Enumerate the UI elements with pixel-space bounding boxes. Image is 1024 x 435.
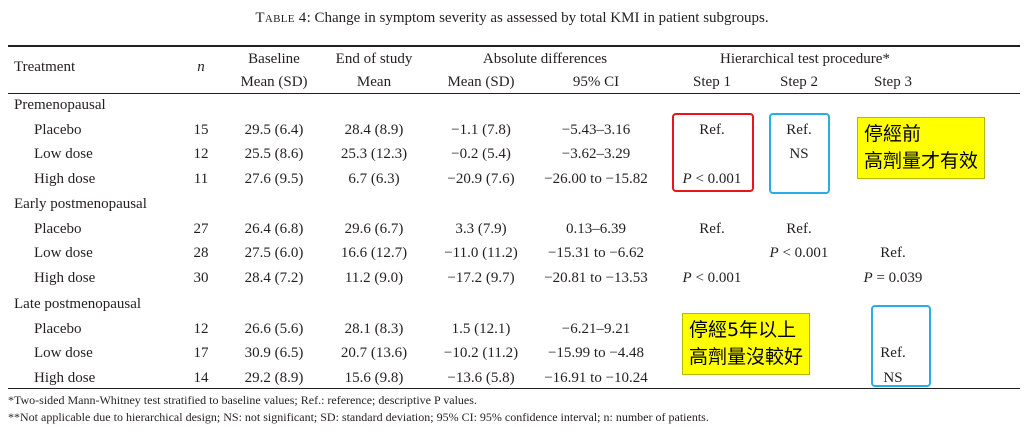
caption-text: : Change in symptom severity as assessed… bbox=[306, 10, 769, 26]
row-treatment: Low dose bbox=[34, 345, 93, 361]
cell-baseline: 26.4 (6.8) bbox=[244, 220, 304, 237]
cell-baseline: 27.5 (6.0) bbox=[244, 245, 304, 261]
cell-end: 20.7 (13.6) bbox=[340, 345, 408, 361]
cell-n: 12 bbox=[193, 320, 209, 337]
annotation-note-premenopausal-line1: 停經前 bbox=[864, 123, 922, 145]
cell-n: 28 bbox=[193, 245, 209, 261]
cell-mean: 3.3 (7.9) bbox=[455, 220, 507, 237]
group-title: Late postmenopausal bbox=[14, 296, 142, 312]
annotation-note-premenopausal-line2: 高劑量才有效 bbox=[864, 150, 979, 172]
table-caption: Table 4: Change in symptom severity as a… bbox=[0, 10, 1024, 27]
cell-baseline: 26.6 (5.6) bbox=[244, 320, 304, 337]
cell-n: 12 bbox=[193, 146, 209, 162]
header-step2: Step 2 bbox=[780, 74, 818, 90]
header-treatment: Treatment bbox=[14, 59, 76, 75]
cell-step3: Ref. bbox=[880, 245, 906, 261]
cell-mean: −20.9 (7.6) bbox=[447, 170, 515, 187]
row-treatment: High dose bbox=[34, 269, 96, 286]
cell-end: 28.4 (8.9) bbox=[344, 121, 404, 138]
footnote-1: *Two-sided Mann-Whitney test stratified … bbox=[8, 393, 477, 407]
cell-mean: −0.2 (5.4) bbox=[451, 146, 511, 162]
cell-ci: −26.00 to −15.82 bbox=[544, 170, 648, 187]
cell-step3: NS bbox=[883, 369, 903, 386]
cell-n: 14 bbox=[193, 369, 209, 386]
cell-mean: −11.0 (11.2) bbox=[444, 245, 518, 261]
highlight-box-blue-1 bbox=[769, 113, 830, 194]
highlight-box-red bbox=[672, 113, 754, 192]
cell-ci: −20.81 to −13.53 bbox=[544, 269, 648, 286]
group-title: Premenopausal bbox=[14, 97, 106, 113]
cell-n: 11 bbox=[193, 170, 209, 187]
footnote-2: **Not applicable due to hierarchical des… bbox=[8, 410, 709, 424]
cell-step2: Ref. bbox=[786, 220, 812, 237]
cell-baseline: 29.5 (6.4) bbox=[244, 121, 304, 138]
cell-n: 27 bbox=[193, 220, 209, 237]
cell-step1: Ref. bbox=[699, 121, 725, 138]
row-treatment: High dose bbox=[34, 369, 96, 386]
header-baseline: Baseline bbox=[248, 51, 300, 67]
cell-step3: P = 0.039 bbox=[863, 269, 923, 286]
header-absdiff-mean: Mean (SD) bbox=[447, 74, 515, 90]
annotation-note-late-line1: 停經5年以上 bbox=[689, 319, 797, 341]
cell-end: 11.2 (9.0) bbox=[344, 269, 404, 286]
cell-mean: −1.1 (7.8) bbox=[451, 121, 511, 138]
cell-ci: −15.31 to −6.62 bbox=[547, 245, 645, 261]
group-title: Early postmenopausal bbox=[14, 196, 147, 212]
highlight-box-blue-2 bbox=[871, 305, 931, 387]
cell-end: 28.1 (8.3) bbox=[344, 320, 404, 337]
cell-mean: −17.2 (9.7) bbox=[447, 269, 515, 286]
cell-ci: −3.62–3.29 bbox=[561, 146, 631, 162]
cell-ci: −16.91 to −10.24 bbox=[544, 369, 648, 386]
header-rule bbox=[8, 93, 1020, 94]
row-treatment: Low dose bbox=[34, 146, 93, 162]
cell-end: 6.7 (6.3) bbox=[348, 170, 400, 187]
cell-end: 16.6 (12.7) bbox=[340, 245, 408, 261]
cell-baseline: 30.9 (6.5) bbox=[244, 345, 304, 361]
cell-step2: NS bbox=[789, 146, 809, 162]
cell-end: 29.6 (6.7) bbox=[344, 220, 404, 237]
cell-mean: −10.2 (11.2) bbox=[443, 345, 519, 361]
header-step3: Step 3 bbox=[874, 74, 912, 90]
annotation-note-late-line2: 高劑量沒較好 bbox=[689, 346, 804, 368]
cell-mean: 1.5 (12.1) bbox=[451, 320, 511, 337]
cell-n: 30 bbox=[193, 269, 209, 286]
header-end-sub: Mean bbox=[356, 74, 392, 90]
row-treatment: Low dose bbox=[34, 245, 93, 261]
cell-ci: −5.43–3.16 bbox=[561, 121, 631, 138]
header-absdiff: Absolute differences bbox=[482, 51, 608, 67]
cell-mean: −13.6 (5.8) bbox=[447, 369, 515, 386]
header-end: End of study bbox=[335, 51, 413, 67]
header-hier: Hierarchical test procedure* bbox=[720, 51, 890, 67]
cell-step1: P < 0.001 bbox=[682, 269, 742, 286]
cell-baseline: 25.5 (8.6) bbox=[244, 146, 304, 162]
cell-end: 15.6 (9.8) bbox=[344, 369, 404, 386]
row-treatment: Placebo bbox=[34, 121, 82, 138]
cell-baseline: 29.2 (8.9) bbox=[244, 369, 304, 386]
annotation-note-premenopausal: 停經前 高劑量才有效 bbox=[857, 117, 986, 179]
cell-ci: −15.99 to −4.48 bbox=[547, 345, 645, 361]
cell-step1: P < 0.001 bbox=[682, 170, 742, 187]
cell-n: 15 bbox=[193, 121, 209, 138]
bottom-rule bbox=[8, 388, 1020, 389]
cell-ci: 0.13–6.39 bbox=[566, 220, 626, 237]
cell-step1: Ref. bbox=[699, 220, 725, 237]
cell-step2: Ref. bbox=[786, 121, 812, 138]
cell-end: 25.3 (12.3) bbox=[340, 146, 408, 162]
cell-n: 17 bbox=[193, 345, 209, 361]
cell-step3: Ref. bbox=[880, 345, 906, 361]
top-rule bbox=[8, 45, 1020, 47]
row-treatment: Placebo bbox=[34, 220, 82, 237]
header-baseline-sub: Mean (SD) bbox=[240, 74, 308, 90]
header-step1: Step 1 bbox=[693, 74, 731, 90]
caption-label: Table 4 bbox=[255, 10, 307, 26]
row-treatment: Placebo bbox=[34, 320, 82, 337]
cell-baseline: 28.4 (7.2) bbox=[244, 269, 304, 286]
header-n: n bbox=[197, 59, 205, 75]
cell-ci: −6.21–9.21 bbox=[561, 320, 631, 337]
cell-step2: P < 0.001 bbox=[769, 245, 829, 261]
cell-baseline: 27.6 (9.5) bbox=[244, 170, 304, 187]
header-absdiff-ci: 95% CI bbox=[572, 74, 620, 90]
row-treatment: High dose bbox=[34, 170, 96, 187]
annotation-note-late: 停經5年以上 高劑量沒較好 bbox=[682, 313, 811, 375]
